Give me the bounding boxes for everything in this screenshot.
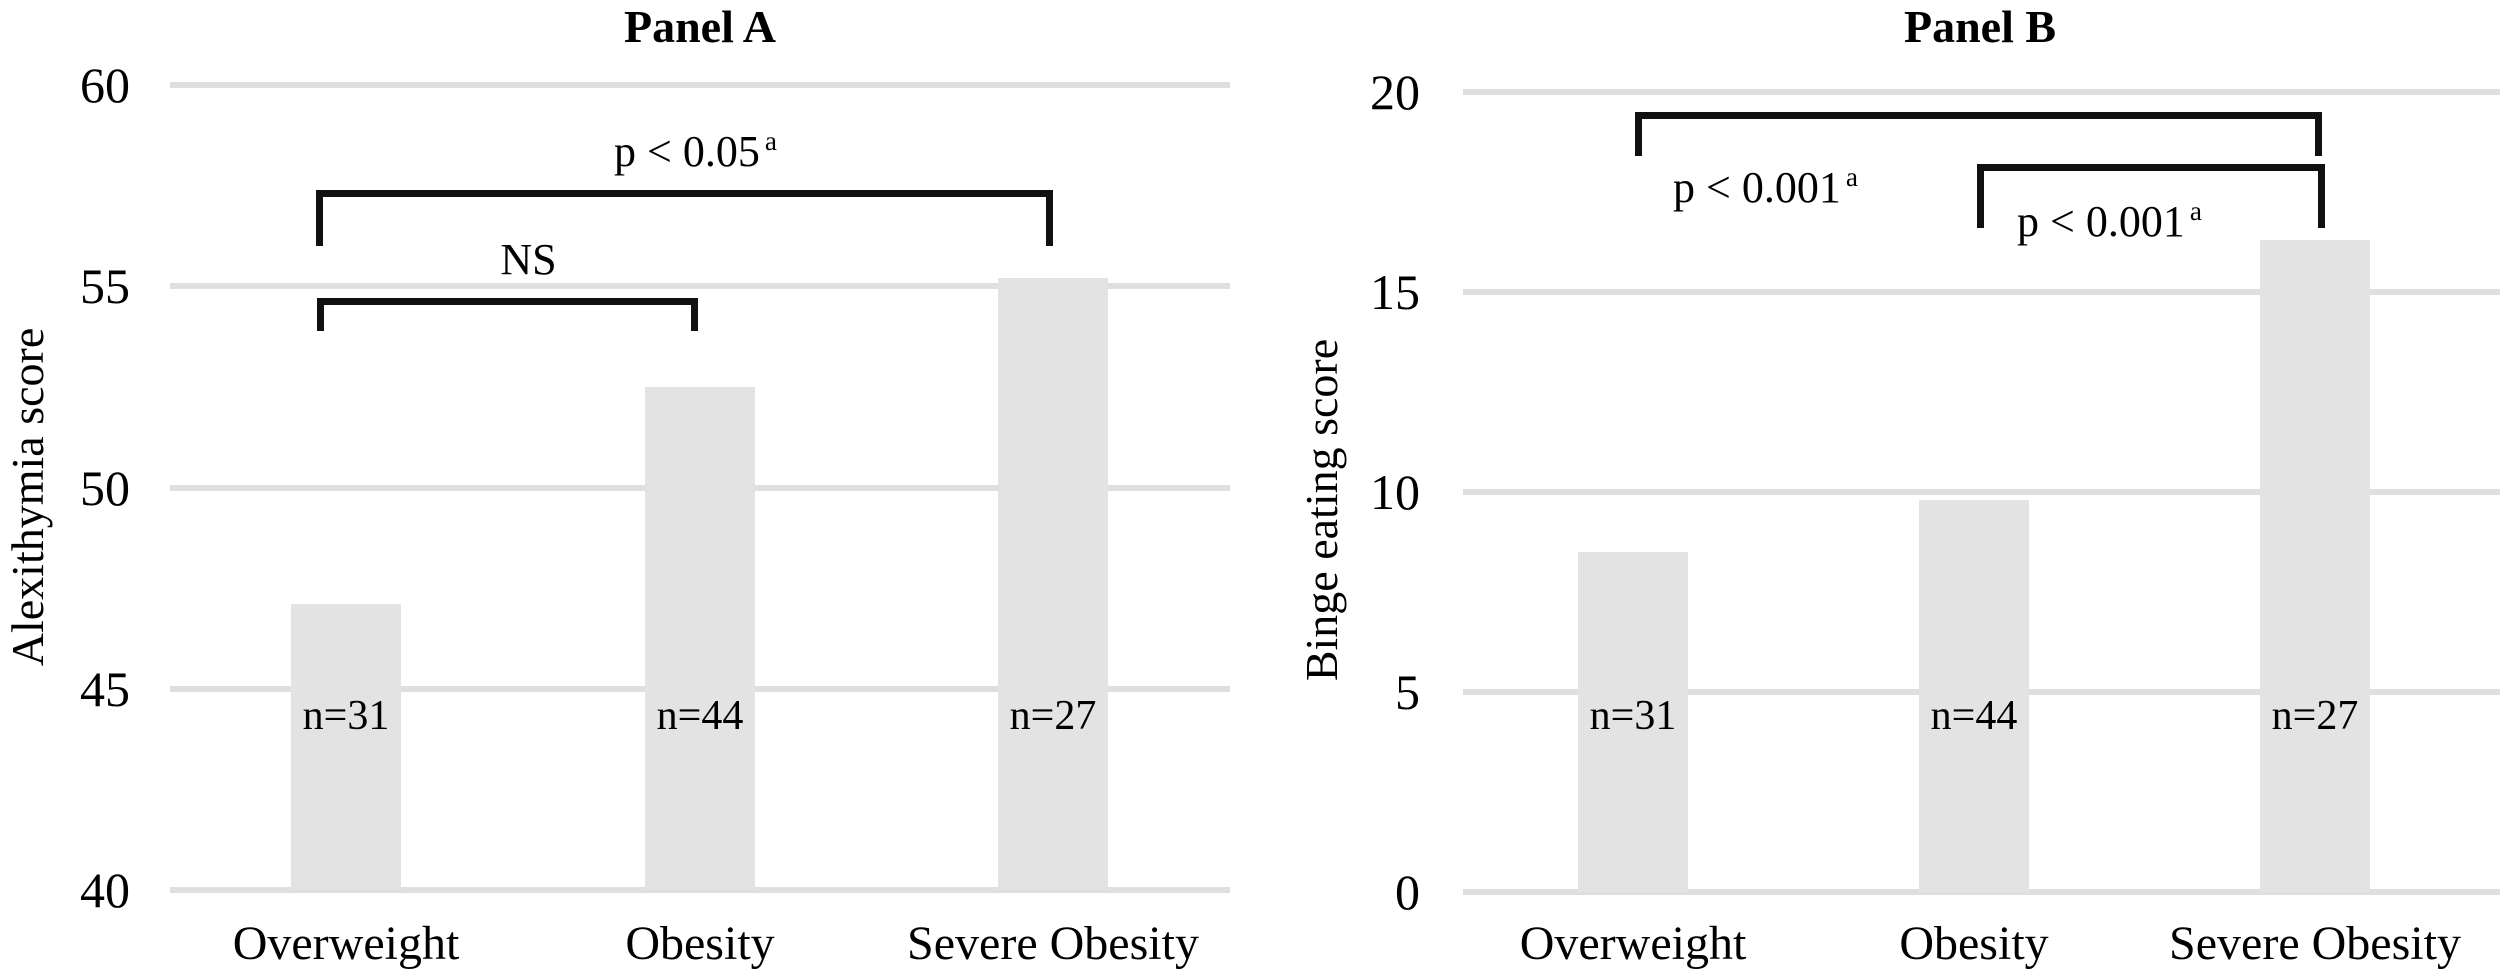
gridline xyxy=(1463,489,2500,495)
y-tick-label: 5 xyxy=(1395,664,1420,720)
gridline xyxy=(170,887,1230,893)
superscript-a: a xyxy=(1845,162,1858,193)
significance-label-text: NS xyxy=(500,235,557,285)
significance-bracket xyxy=(316,189,1053,246)
gridline xyxy=(1463,89,2500,95)
panel-title: Panel B xyxy=(1903,1,2057,52)
y-tick-label: 60 xyxy=(80,57,130,113)
gridline xyxy=(1463,889,2500,895)
bar xyxy=(998,278,1108,890)
y-tick-label: 15 xyxy=(1370,264,1420,320)
x-category-label: Severe Obesity xyxy=(907,917,1199,970)
significance-label: NS xyxy=(500,236,556,284)
y-tick-label: 10 xyxy=(1370,464,1420,520)
y-tick-label: 20 xyxy=(1370,64,1420,120)
bar-n-label: n=44 xyxy=(1930,693,2018,739)
significance-bracket xyxy=(1977,164,2325,228)
x-category-label: Overweight xyxy=(232,917,460,970)
bar xyxy=(291,604,401,890)
y-tick-label: 55 xyxy=(80,258,130,315)
bar xyxy=(645,386,755,890)
superscript-a: a xyxy=(764,125,777,156)
bar xyxy=(1919,500,2029,892)
superscript-a: a xyxy=(2189,196,2202,227)
x-category-label: Obesity xyxy=(1899,917,2049,970)
significance-label: p < 0.001 a xyxy=(1673,164,1858,212)
bar xyxy=(1578,552,1688,892)
gridline xyxy=(170,82,1230,88)
bar-n-label: n=27 xyxy=(1009,693,1097,739)
y-tick-label: 45 xyxy=(80,660,130,717)
x-category-label: Overweight xyxy=(1519,917,1747,970)
y-tick-label: 40 xyxy=(80,862,130,918)
bar-n-label: n=44 xyxy=(656,693,744,739)
panel-title: Panel A xyxy=(623,1,777,52)
significance-label-text: p < 0.05 xyxy=(614,126,760,176)
bar-n-label: n=31 xyxy=(302,693,390,739)
significance-label-text: p < 0.001 xyxy=(1673,163,1841,212)
significance-label: p < 0.001 a xyxy=(2017,198,2202,246)
significance-bracket xyxy=(317,298,698,331)
gridline xyxy=(170,283,1230,290)
bar-n-label: n=31 xyxy=(1589,693,1677,739)
y-tick-label: 0 xyxy=(1395,864,1420,920)
bar-n-label: n=27 xyxy=(2271,693,2359,739)
significance-label: p < 0.05 a xyxy=(614,125,777,176)
y-tick-label: 50 xyxy=(80,459,130,516)
significance-bracket xyxy=(1635,112,2322,156)
significance-label-text: p < 0.001 xyxy=(2017,197,2185,246)
gridline xyxy=(1463,289,2500,295)
bar xyxy=(2260,240,2370,892)
x-category-label: Severe Obesity xyxy=(2169,917,2461,970)
x-category-label: Obesity xyxy=(625,917,775,970)
